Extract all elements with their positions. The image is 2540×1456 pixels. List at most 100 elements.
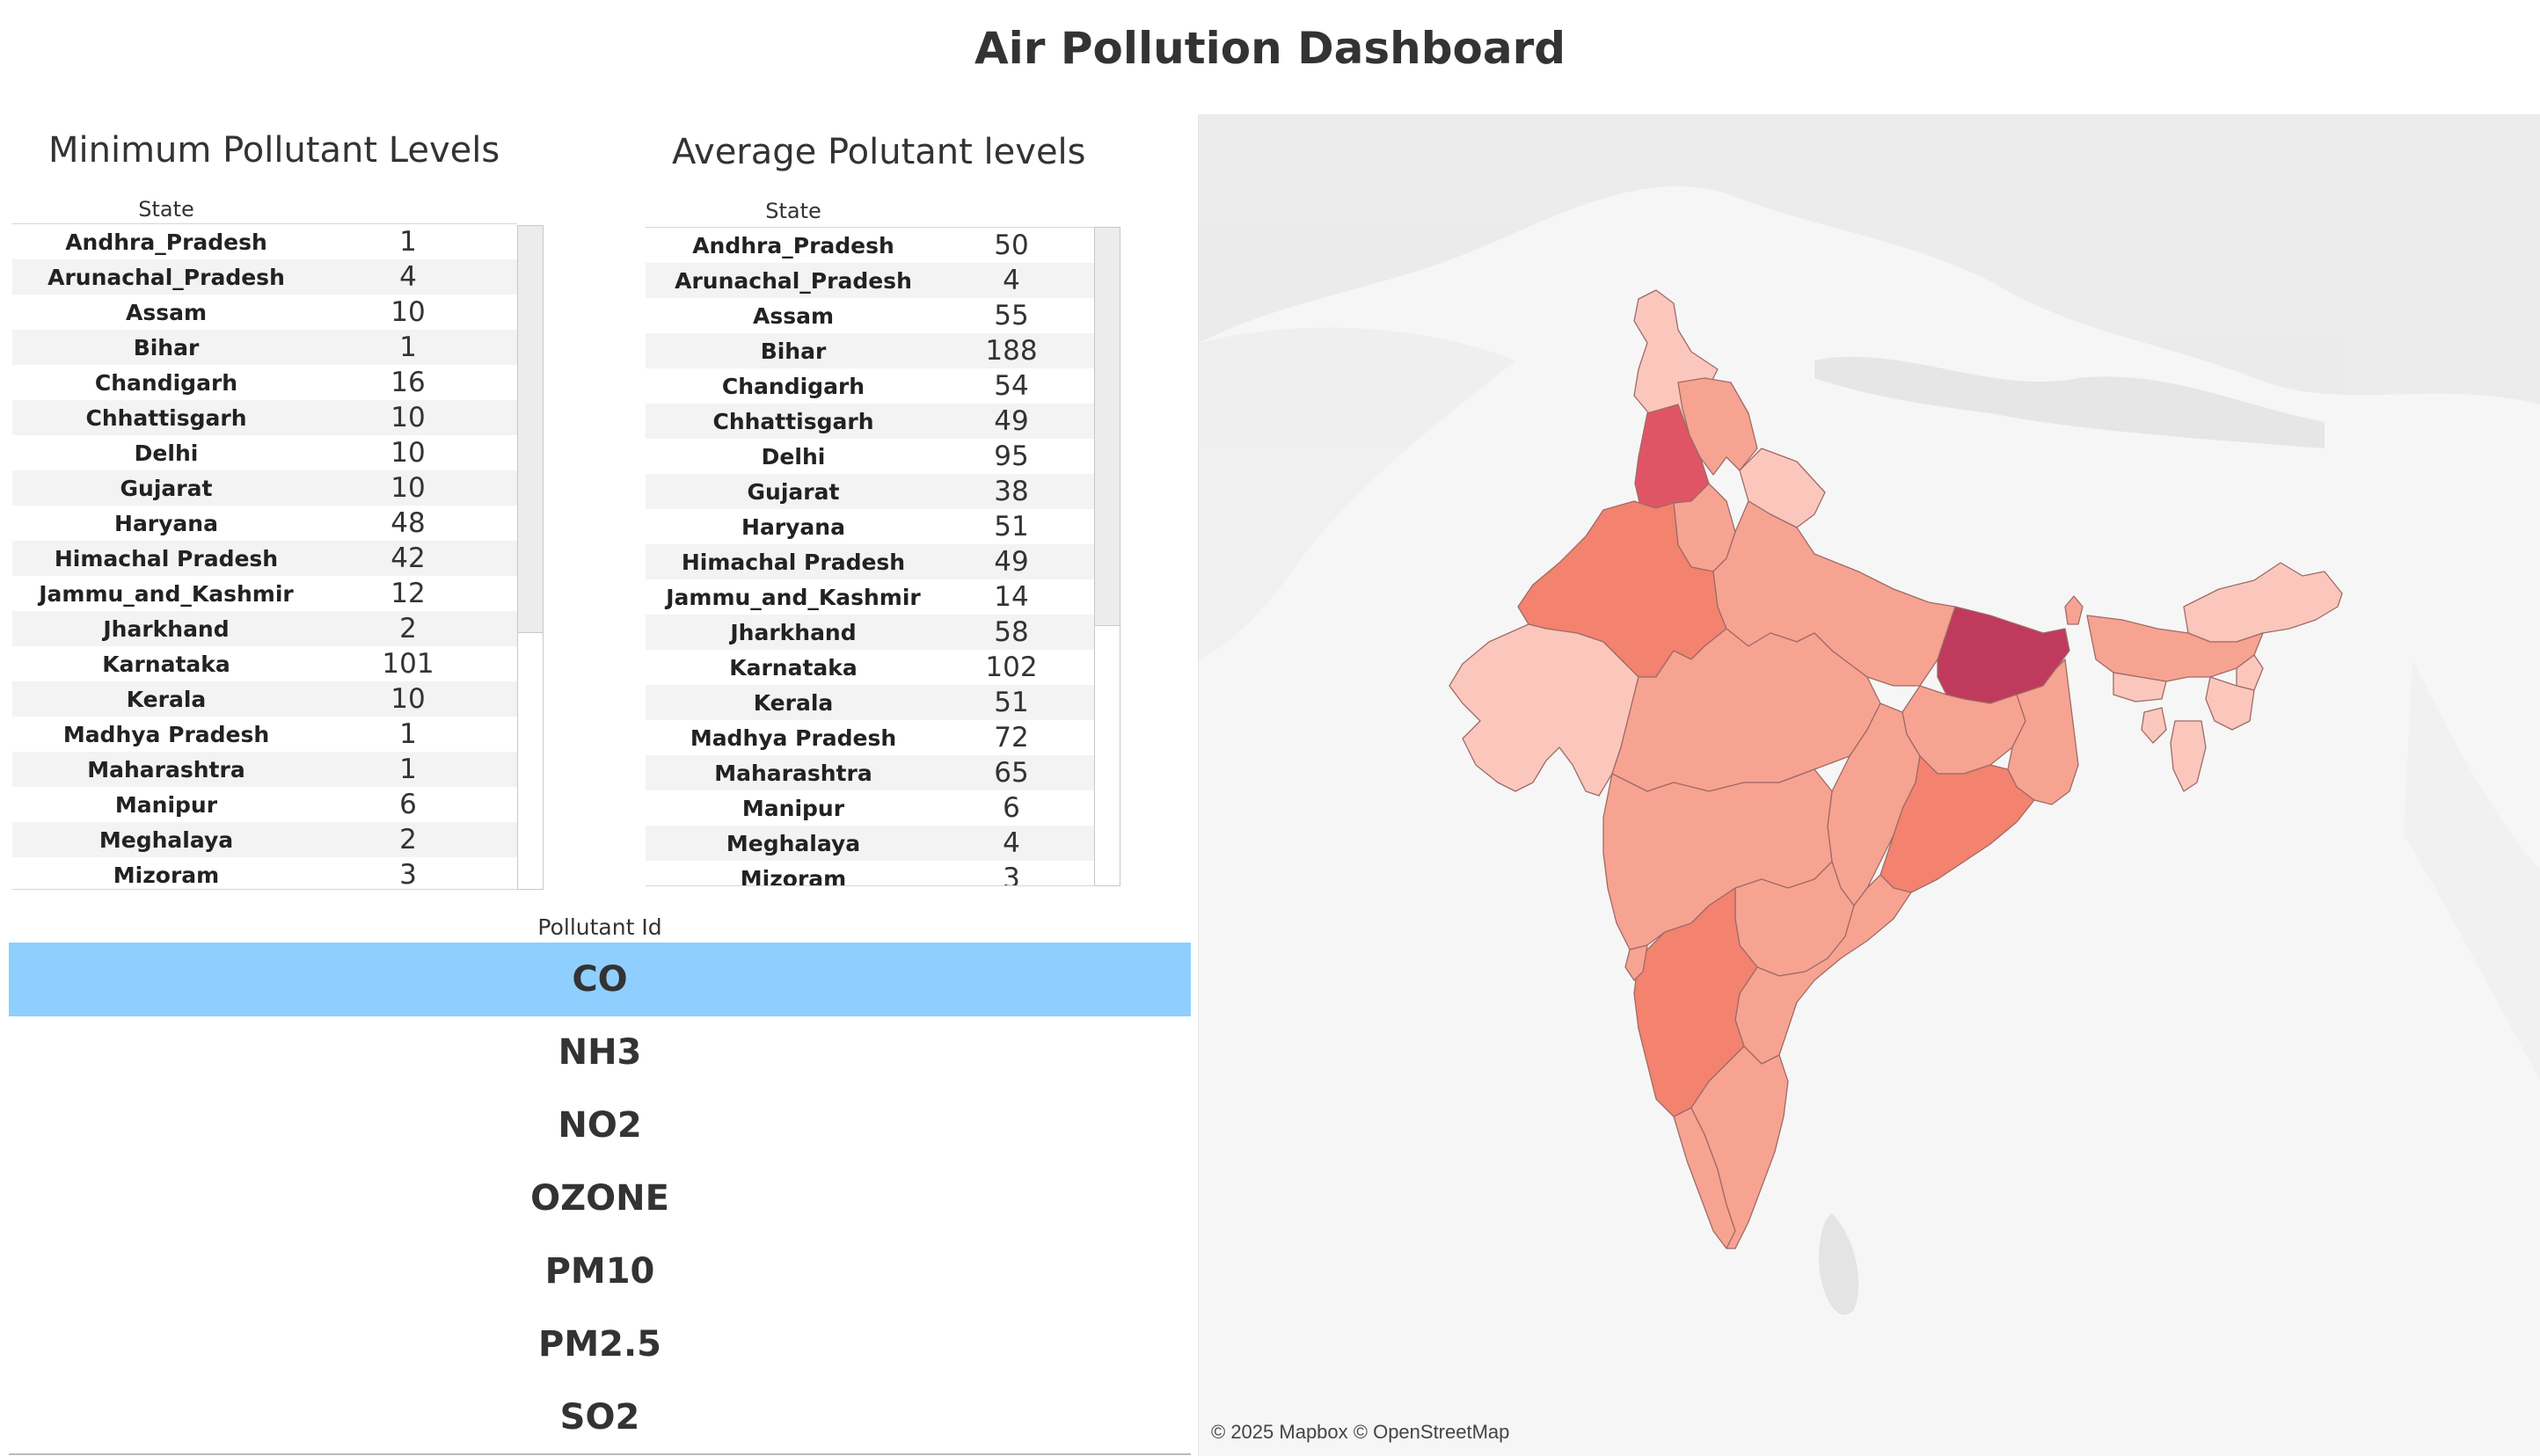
pollutant-value: 3 [1003, 863, 1020, 886]
table-row[interactable]: Maharashtra 65 [646, 755, 1094, 790]
table-row[interactable]: Kerala 51 [646, 685, 1094, 720]
pollutant-value: 2 [399, 613, 417, 644]
table-row[interactable]: Himachal Pradesh 49 [646, 544, 1094, 579]
pollutant-option-pm10[interactable]: PM10 [544, 1251, 655, 1292]
table-row[interactable]: Meghalaya 4 [646, 826, 1094, 861]
india-choropleth-map[interactable]: © 2025 Mapbox © OpenStreetMap [1198, 114, 2540, 1456]
pollutant-value: 10 [390, 437, 426, 469]
pollutant-value: 1 [399, 753, 417, 785]
pollutant-option-nh3[interactable]: NH3 [558, 1032, 642, 1073]
table-row[interactable]: Mizoram 3 [12, 857, 517, 890]
state-name: Kerala [126, 686, 207, 712]
table-row[interactable]: Bihar 1 [12, 330, 517, 365]
table-row[interactable]: Mizoram 3 [646, 861, 1094, 886]
state-name: Kerala [753, 689, 834, 716]
min-pollutant-table[interactable]: Andhra_Pradesh 1 Arunachal_Pradesh 4 Assam 10… [12, 223, 517, 890]
pollutant-value: 101 [382, 648, 434, 680]
state-nagaland[interactable] [2236, 654, 2264, 691]
state-name: Maharashtra [714, 760, 872, 786]
table-row[interactable]: Assam 55 [646, 298, 1094, 333]
table-row[interactable]: Jammu_and_Kashmir 12 [12, 576, 517, 611]
min-state-header[interactable]: State [138, 197, 194, 222]
state-andhra-pradesh[interactable] [1734, 874, 1912, 1065]
avg-state-header[interactable]: State [765, 199, 821, 223]
table-row[interactable]: Jammu_and_Kashmir 14 [646, 579, 1094, 615]
table-row[interactable]: Andhra_Pradesh 1 [12, 224, 517, 259]
pollutant-value: 49 [994, 546, 1029, 578]
table-row[interactable]: Madhya Pradesh 1 [12, 717, 517, 752]
state-sikkim[interactable] [2064, 595, 2084, 625]
state-name: Maharashtra [87, 756, 245, 783]
pollutant-value: 1 [399, 226, 417, 258]
table-row[interactable]: Gujarat 10 [12, 470, 517, 506]
table-row[interactable]: Meghalaya 2 [12, 822, 517, 857]
table-row[interactable]: Himachal Pradesh 42 [12, 541, 517, 576]
pollutant-value: 49 [994, 405, 1029, 437]
pollutant-value: 188 [985, 335, 1038, 367]
avg-table-scroll-thumb[interactable] [1095, 228, 1120, 626]
table-row[interactable]: Jharkhand 58 [646, 615, 1094, 650]
pollutant-value: 51 [994, 511, 1029, 542]
state-name: Madhya Pradesh [690, 724, 897, 751]
table-row[interactable]: Chandigarh 16 [12, 365, 517, 400]
table-row[interactable]: Karnataka 101 [12, 646, 517, 681]
table-row[interactable]: Chhattisgarh 10 [12, 400, 517, 435]
table-row[interactable]: Madhya Pradesh 72 [646, 720, 1094, 755]
table-row[interactable]: Andhra_Pradesh 50 [646, 228, 1094, 263]
state-name: Jharkhand [730, 619, 857, 645]
min-table-scroll-thumb[interactable] [518, 226, 543, 633]
pollutant-option-ozone[interactable]: OZONE [530, 1178, 669, 1219]
pollutant-value: 3 [399, 859, 417, 890]
state-name: Karnataka [729, 654, 858, 681]
table-row[interactable]: Arunachal_Pradesh 4 [12, 259, 517, 295]
map-attribution[interactable]: © 2025 Mapbox © OpenStreetMap [1211, 1421, 1510, 1443]
state-name: Assam [125, 299, 208, 325]
table-row[interactable]: Haryana 51 [646, 509, 1094, 544]
table-row[interactable]: Haryana 48 [12, 506, 517, 541]
table-row[interactable]: Assam 10 [12, 295, 517, 330]
table-row[interactable]: Delhi 10 [12, 435, 517, 470]
table-row[interactable]: Karnataka 102 [646, 650, 1094, 685]
state-west-bengal[interactable] [2007, 659, 2079, 805]
state-odisha[interactable] [1879, 755, 2035, 893]
min-table-scrollbar[interactable] [517, 225, 544, 890]
state-tripura[interactable] [2141, 707, 2167, 744]
pollutant-value: 16 [390, 367, 426, 398]
state-name: Jammu_and_Kashmir [666, 584, 921, 610]
table-row[interactable]: Kerala 10 [12, 681, 517, 717]
table-row[interactable]: Gujarat 38 [646, 474, 1094, 509]
pollutant-option-pm25[interactable]: PM2.5 [538, 1324, 661, 1365]
state-goa[interactable] [1624, 944, 1648, 981]
state-arunachal-pradesh[interactable] [2183, 562, 2343, 643]
table-row[interactable]: Maharashtra 1 [12, 752, 517, 787]
pollutant-value: 12 [390, 578, 426, 609]
state-name: Mizoram [740, 865, 847, 886]
pollutant-value: 58 [994, 616, 1029, 648]
pollutant-value: 2 [399, 824, 417, 855]
state-name: Meghalaya [99, 826, 234, 853]
state-tamil-nadu[interactable] [1690, 1045, 1789, 1249]
state-meghalaya[interactable] [2113, 672, 2167, 703]
table-row[interactable]: Jharkhand 2 [12, 611, 517, 646]
pollutant-option-no2[interactable]: NO2 [558, 1105, 642, 1146]
pollutant-option-so2[interactable]: SO2 [559, 1397, 640, 1438]
state-gujarat[interactable] [1449, 623, 1639, 797]
state-name: Andhra_Pradesh [692, 232, 894, 258]
state-name: Chandigarh [721, 373, 865, 399]
pollutant-option-co[interactable]: CO [9, 943, 1191, 1016]
avg-pollutant-table[interactable]: Andhra_Pradesh 50 Arunachal_Pradesh 4 Assam 5… [646, 227, 1094, 886]
state-mizoram[interactable] [2170, 720, 2207, 792]
pollutant-value: 54 [994, 370, 1029, 402]
avg-table-scrollbar[interactable] [1094, 227, 1120, 886]
table-row[interactable]: Chhattisgarh 49 [646, 404, 1094, 439]
table-row[interactable]: Manipur 6 [646, 790, 1094, 826]
table-row[interactable]: Delhi 95 [646, 439, 1094, 474]
table-row[interactable]: Manipur 6 [12, 787, 517, 822]
table-row[interactable]: Bihar 188 [646, 333, 1094, 368]
table-row[interactable]: Arunachal_Pradesh 4 [646, 263, 1094, 298]
map-canvas[interactable] [1199, 114, 2540, 1456]
state-name: Meghalaya [726, 830, 861, 856]
pollutant-value: 10 [390, 296, 426, 328]
state-manipur[interactable] [2205, 676, 2255, 731]
table-row[interactable]: Chandigarh 54 [646, 368, 1094, 404]
